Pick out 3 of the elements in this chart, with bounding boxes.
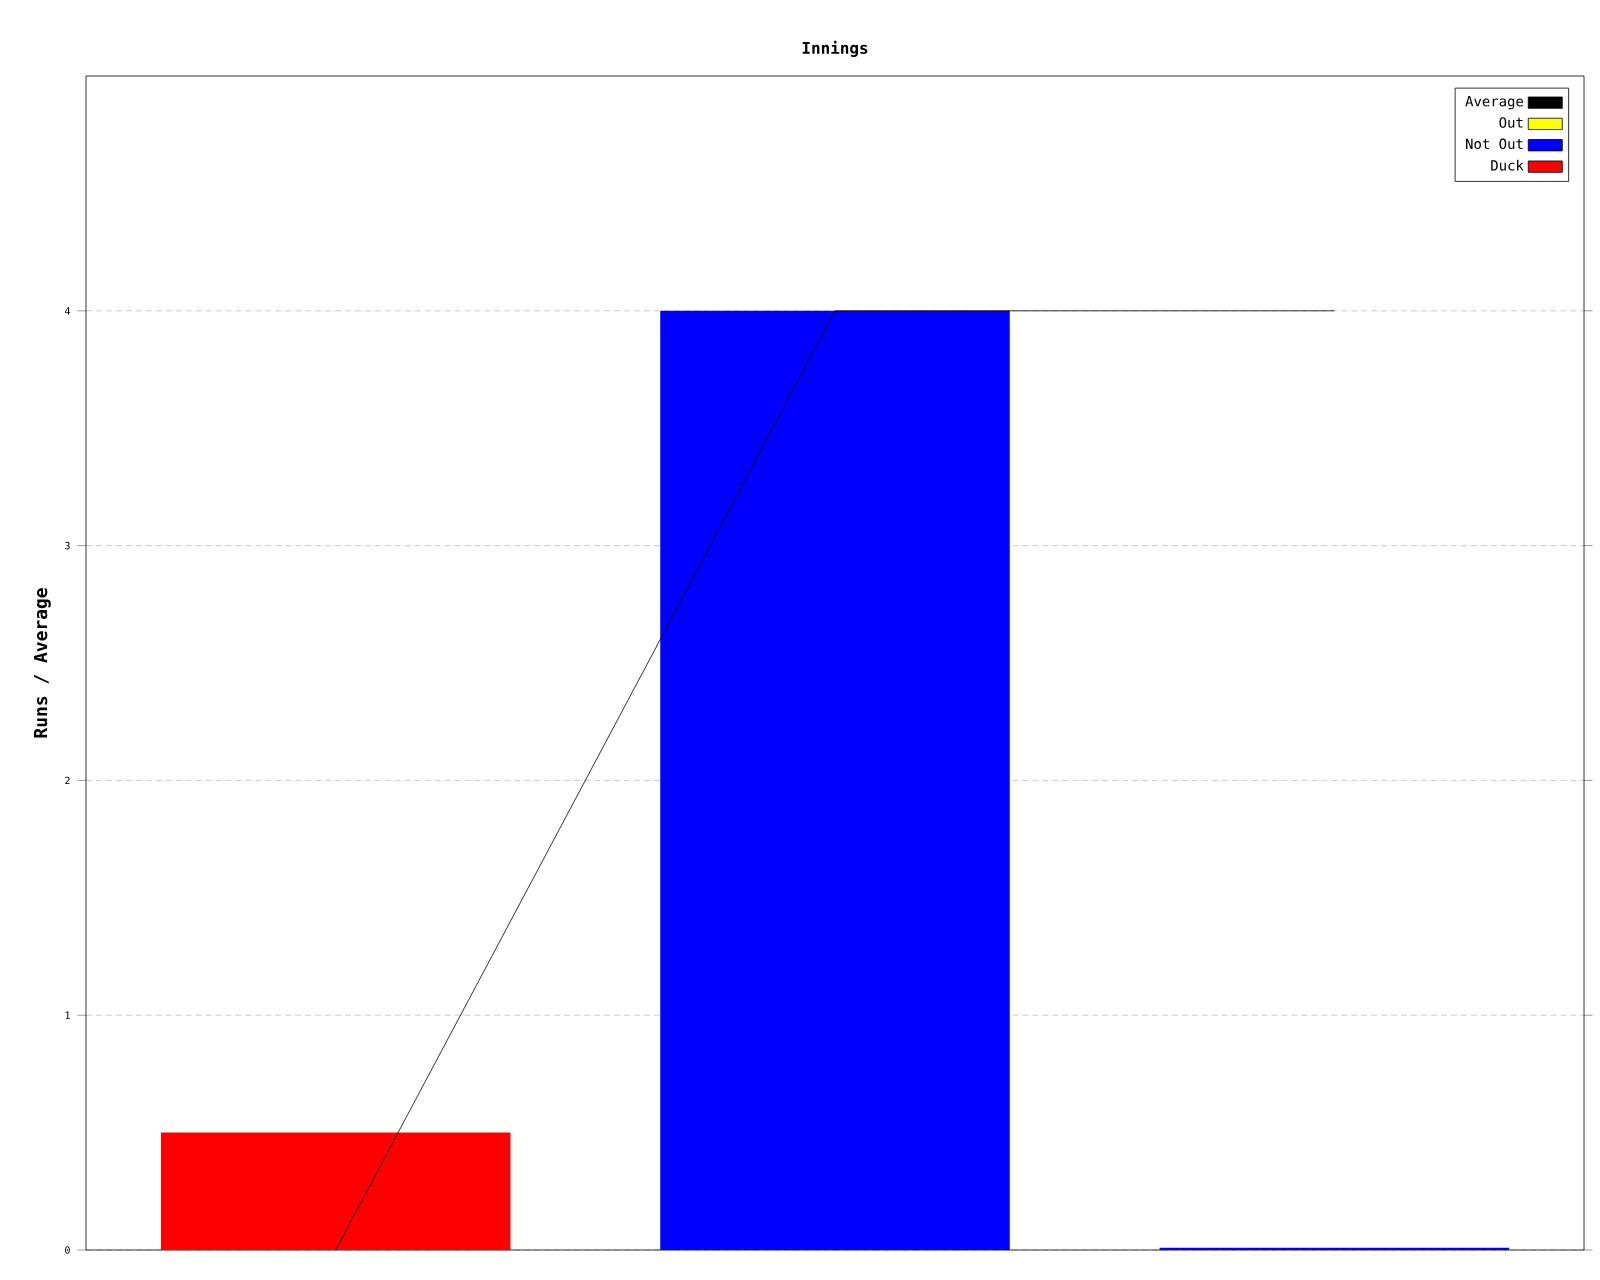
- bar: [160, 1132, 511, 1250]
- y-axis-title: Runs / Average: [34, 588, 51, 738]
- bar: [660, 310, 1010, 1250]
